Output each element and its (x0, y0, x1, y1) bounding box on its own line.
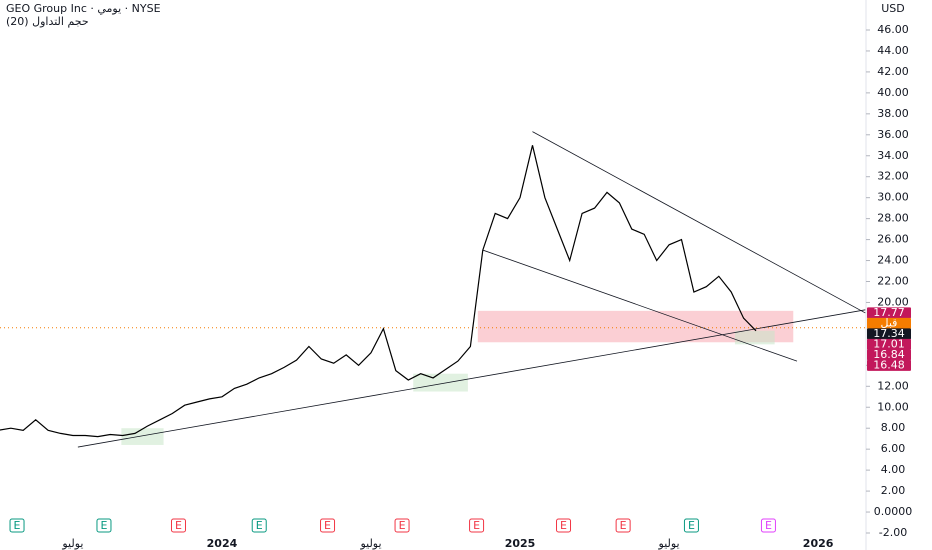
earnings-label: E (620, 519, 627, 532)
y-tick-label: 20.00 (877, 295, 909, 308)
y-tick-label: 32.00 (877, 170, 909, 183)
y-tick-label: 8.00 (881, 421, 906, 434)
zone (121, 428, 164, 445)
earnings-marker (683, 518, 699, 533)
y-tick-label: 2.00 (881, 484, 906, 497)
earnings-label: E (100, 519, 107, 532)
earnings-marker (556, 518, 572, 533)
earnings-label: E (14, 519, 21, 532)
y-tick-label: 36.00 (877, 128, 909, 141)
earnings-marker (96, 518, 112, 533)
price-tag (867, 349, 911, 361)
chart-subtitle: حجم التداول (20) (6, 15, 89, 28)
y-tick-label: 38.00 (877, 107, 909, 120)
y-tick-label: 22.00 (877, 275, 909, 288)
price-tag (867, 359, 911, 371)
earnings-marker (615, 518, 631, 533)
price-tag-label: قبل (881, 316, 898, 329)
x-tick-label: يوليو (359, 537, 381, 550)
earnings-marker (9, 518, 25, 533)
y-tick-label: 24.00 (877, 254, 909, 267)
x-tick-label: 2024 (207, 537, 238, 550)
earnings-marker (760, 518, 776, 533)
price-tag-label: 16.48 (873, 358, 905, 371)
price-tag (867, 328, 911, 340)
y-tick-label: 6.00 (881, 442, 906, 455)
price-tag (867, 317, 911, 329)
y-tick-label: 34.00 (877, 149, 909, 162)
earnings-marker (394, 518, 410, 533)
earnings-marker (469, 518, 485, 533)
y-tick-label: 44.00 (877, 44, 909, 57)
earnings-label: E (688, 519, 695, 532)
x-tick-label: 2026 (803, 537, 834, 550)
earnings-label: E (473, 519, 480, 532)
trendline (532, 131, 866, 314)
price-line-series (0, 145, 757, 438)
trendline (482, 249, 798, 362)
x-tick-label: يوليو (61, 537, 83, 550)
y-tick-label: 4.00 (881, 463, 906, 476)
earnings-label: E (256, 519, 263, 532)
y-tick-label: 42.00 (877, 65, 909, 78)
earnings-label: E (765, 519, 772, 532)
price-tag-label: 17.34 (873, 327, 905, 340)
earnings-label: E (175, 519, 182, 532)
zone (413, 373, 468, 392)
y-tick-label: 10.00 (877, 400, 909, 413)
y-tick-label: 46.00 (877, 23, 909, 36)
y-tick-label: 40.00 (877, 86, 909, 99)
trendline (77, 309, 866, 448)
price-tag (867, 338, 911, 350)
zone (734, 330, 775, 345)
earnings-marker (320, 518, 336, 533)
y-tick-label: -2.00 (879, 526, 907, 539)
y-tick-label: 30.00 (877, 191, 909, 204)
y-tick-label: 12.00 (877, 379, 909, 392)
earnings-marker (251, 518, 267, 533)
y-tick-label: 26.00 (877, 233, 909, 246)
x-tick-label: 2025 (505, 537, 536, 550)
x-tick-label: يوليو (658, 537, 680, 550)
earnings-marker (170, 518, 186, 533)
earnings-label: E (560, 519, 567, 532)
chart-title: GEO Group Inc · يومي · NYSE (6, 2, 161, 15)
earnings-label: E (399, 519, 406, 532)
earnings-label: E (324, 519, 331, 532)
price-tag (867, 307, 911, 319)
y-tick-label: 0.0000 (874, 505, 913, 518)
price-tag-label: 17.77 (873, 306, 905, 319)
price-tag-label: 17.01 (873, 337, 905, 350)
price-tag-label: 16.84 (873, 348, 905, 361)
y-tick-label: 28.00 (877, 212, 909, 225)
currency: USD (881, 2, 905, 15)
